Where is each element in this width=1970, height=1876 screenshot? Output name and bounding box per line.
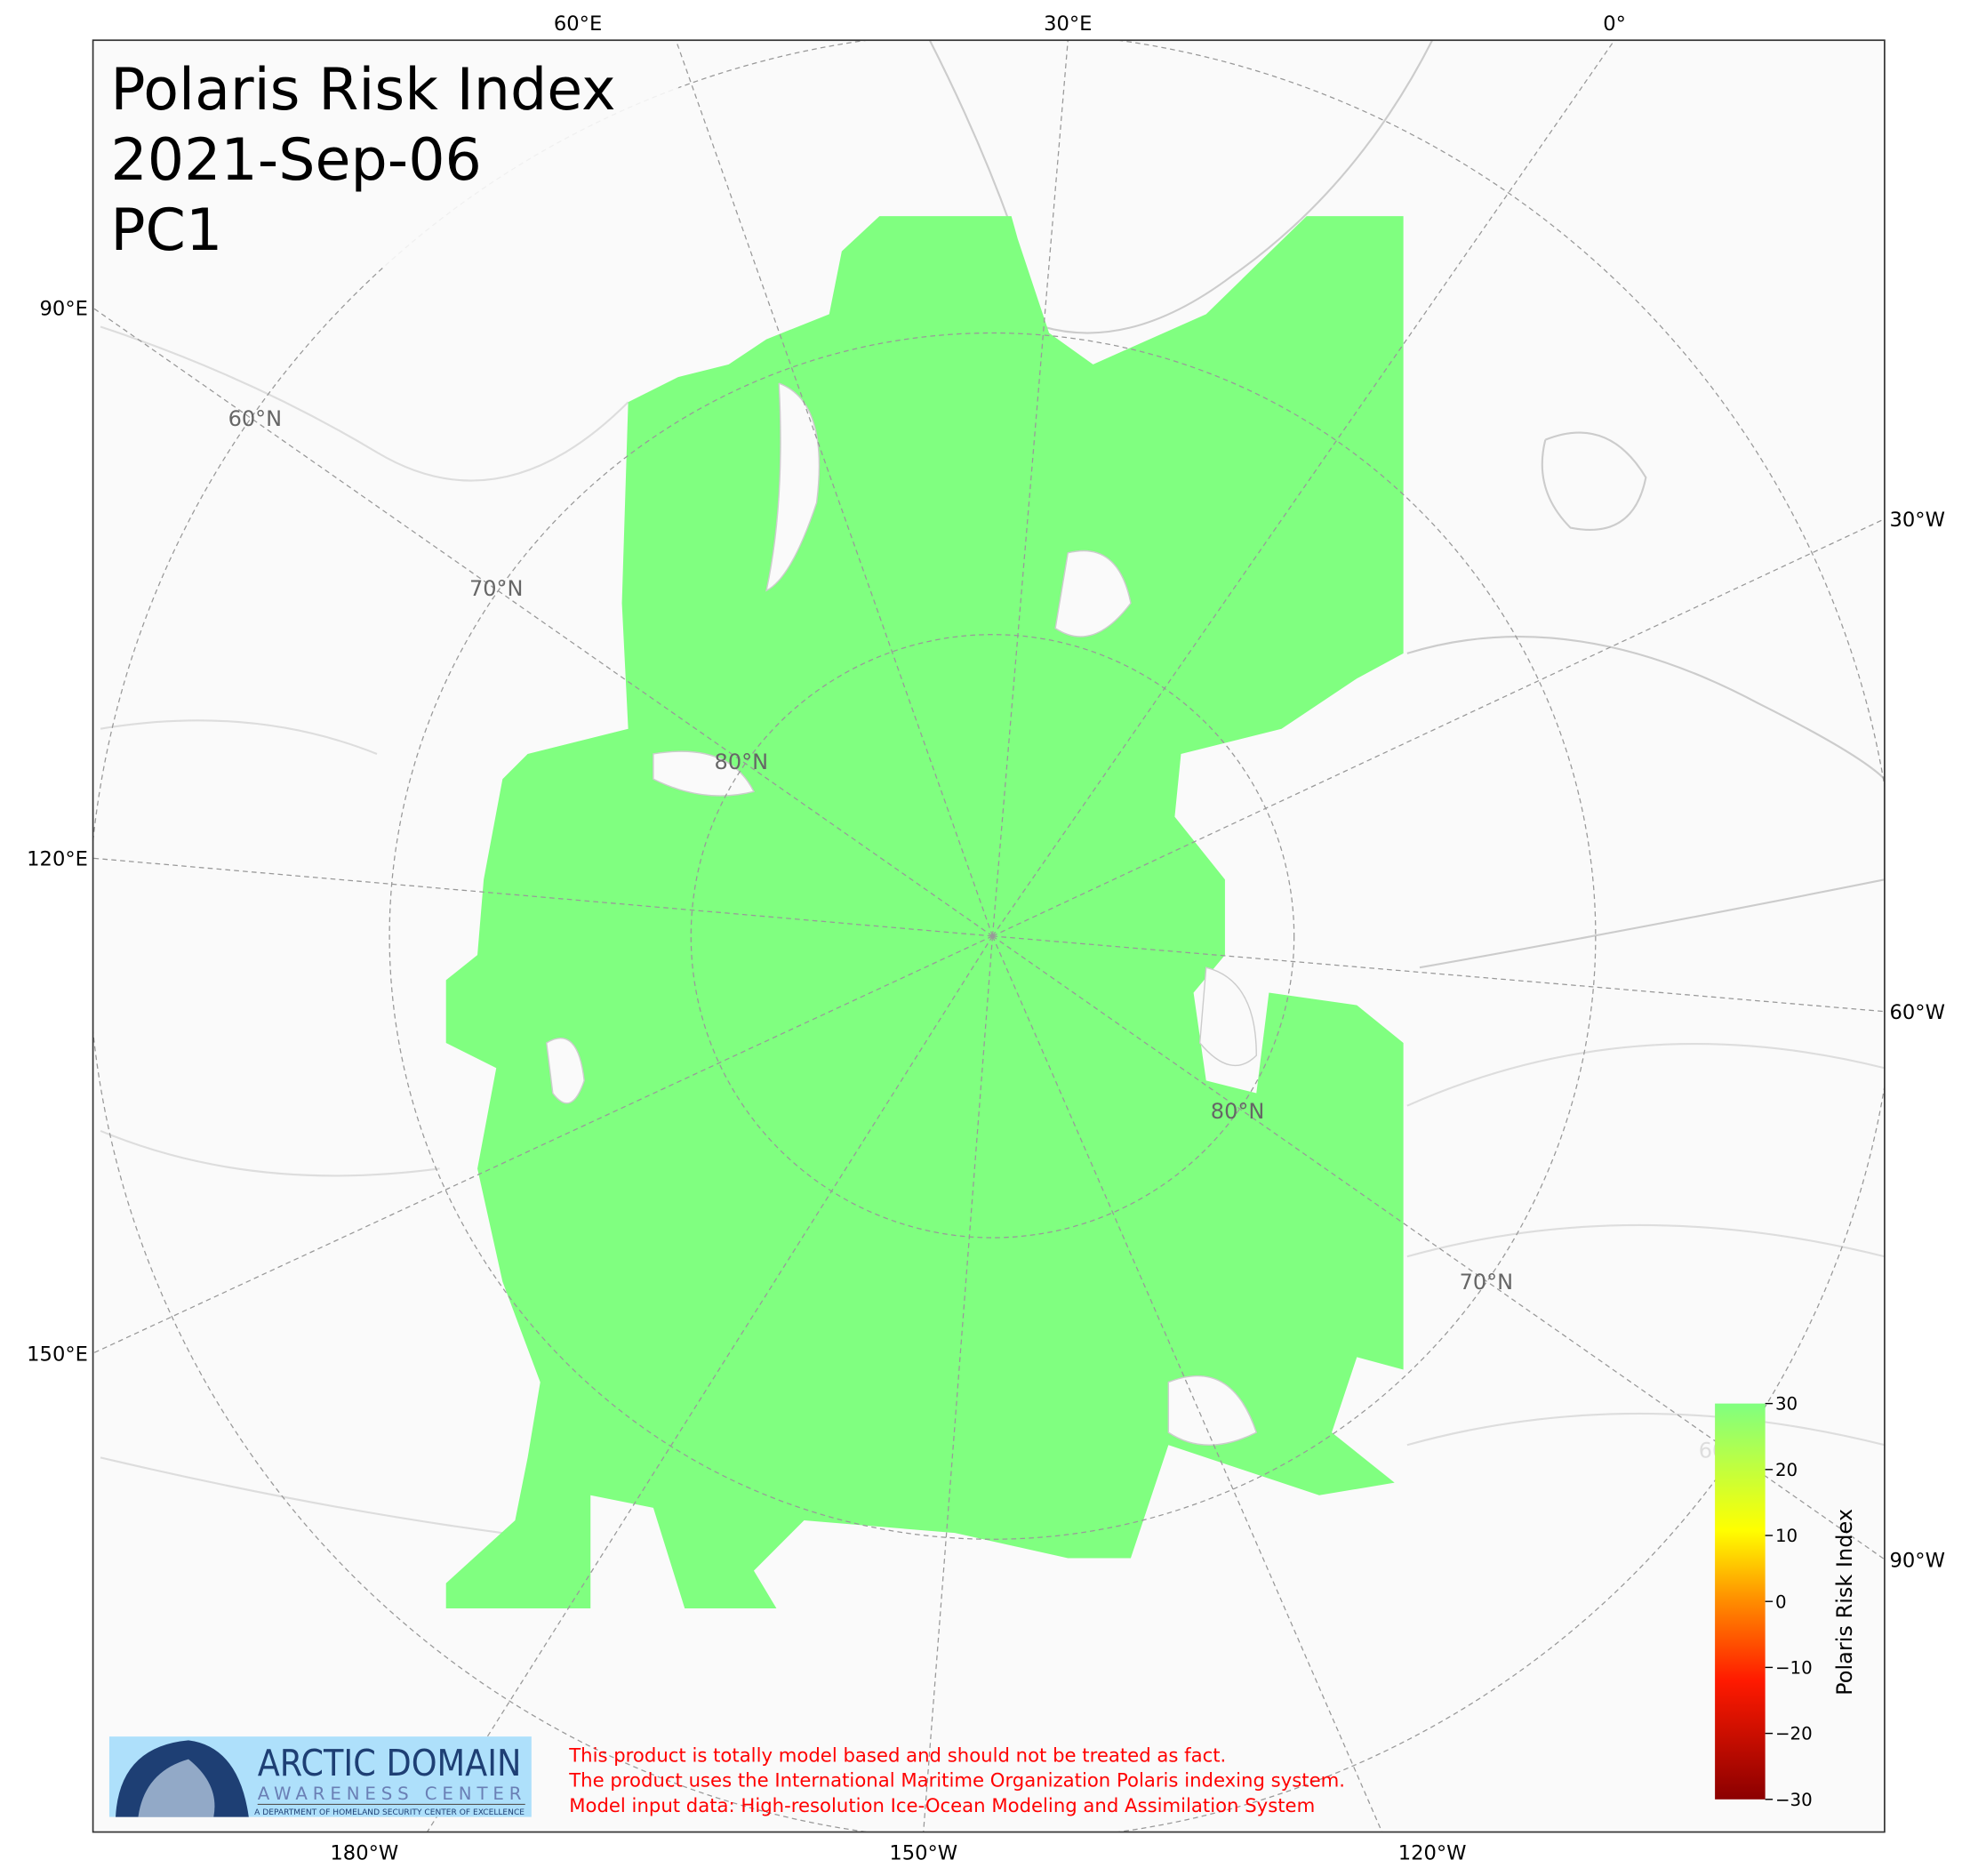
disclaimer-line-2: The product uses the International Marit…	[568, 1769, 1345, 1792]
lon-label-bottom-0: 180°W	[330, 1842, 398, 1865]
colorbar-label: Polaris Risk Index	[1832, 1509, 1857, 1696]
disclaimer-line-3: Model input data: High-resolution Ice-Oc…	[569, 1794, 1315, 1816]
lon-label-bottom-2: 120°W	[1398, 1842, 1467, 1865]
logo: ARCTIC DOMAIN AWARENESS CENTER A DEPARTM…	[108, 1736, 532, 1817]
colorbar-gradient	[1715, 1403, 1766, 1800]
lat-label-60n: 60°N	[228, 406, 283, 431]
lon-label-left-0: 90°E	[40, 298, 88, 321]
lat-label-70n: 70°N	[469, 576, 524, 601]
colorbar-tick-label: −10	[1775, 1657, 1813, 1678]
title-box	[100, 47, 679, 269]
title-line-2: 2021-Sep-06	[110, 127, 482, 194]
lon-label-left-1: 120°E	[27, 848, 88, 871]
lon-label-right-0: 30°W	[1890, 509, 1945, 532]
svg-text:ARCTIC DOMAIN: ARCTIC DOMAIN	[258, 1742, 522, 1784]
map-frame	[92, 39, 1886, 1833]
parallel-70n	[388, 332, 1597, 1540]
lon-label-top-1: 30°E	[1044, 12, 1092, 36]
colorbar-tick-label: −30	[1775, 1790, 1813, 1810]
disclaimer-line-1: This product is totally model based and …	[568, 1744, 1226, 1766]
lat-label-80n-b: 80°N	[1211, 1099, 1265, 1124]
lat-label-70n-b: 70°N	[1460, 1270, 1514, 1295]
lon-label-bottom-1: 150°W	[889, 1842, 957, 1865]
svg-text:A DEPARTMENT OF HOMELAND SECUR: A DEPARTMENT OF HOMELAND SECURITY CENTER…	[254, 1808, 525, 1816]
colorbar: 30 20 10 0 −10 −20 −30 Polaris Risk Index	[1715, 1394, 1857, 1810]
lon-label-left-2: 150°E	[27, 1343, 88, 1367]
land-islands	[546, 382, 1258, 1446]
lat-label-80n: 80°N	[715, 750, 769, 774]
lon-label-top-0: 60°E	[554, 12, 602, 36]
land-outlines	[100, 40, 1885, 1535]
colorbar-tick-label: 20	[1775, 1460, 1798, 1480]
risk-index-region	[445, 216, 1404, 1608]
title-line-3: PC1	[110, 197, 222, 264]
lon-label-right-2: 90°W	[1890, 1549, 1945, 1572]
lon-label-top-2: 0°	[1603, 12, 1626, 36]
disclaimer: This product is totally model based and …	[568, 1744, 1345, 1816]
lon-label-right-1: 60°W	[1890, 1001, 1945, 1024]
svg-text:AWARENESS CENTER: AWARENESS CENTER	[258, 1784, 522, 1804]
colorbar-tick-label: −20	[1775, 1724, 1813, 1744]
parallel-80n	[690, 634, 1295, 1239]
colorbar-tick-label: 0	[1775, 1591, 1787, 1612]
colorbar-tick-label: 10	[1775, 1526, 1798, 1546]
colorbar-tick-label: 30	[1775, 1394, 1798, 1415]
title-line-1: Polaris Risk Index	[110, 57, 615, 124]
